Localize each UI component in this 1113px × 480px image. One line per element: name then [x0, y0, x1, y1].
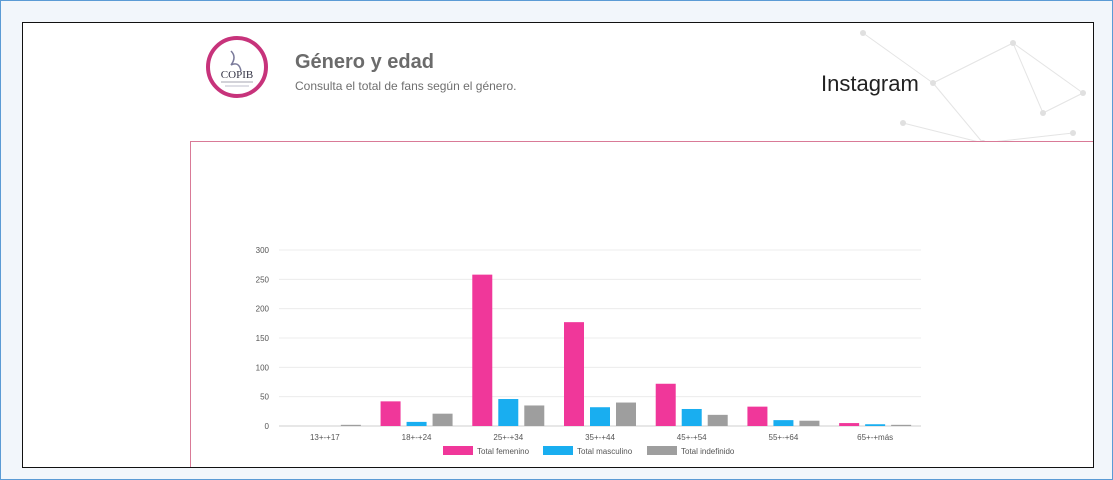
bar — [655, 383, 676, 426]
svg-text:COPIB: COPIB — [221, 69, 253, 81]
page-subtitle: Consulta el total de fans según el géner… — [295, 79, 517, 93]
x-tick-label: 65+-+más — [857, 433, 893, 442]
network-pattern — [860, 30, 1086, 146]
bar-chart: 0 50 100 150 200 250 300 13+-+17 18+-+24 25+-+34 3… — [256, 246, 921, 456]
x-tick-label: 13+-+17 — [310, 433, 340, 442]
bar — [707, 414, 728, 426]
x-tick-label: 55+-+64 — [769, 433, 799, 442]
y-tick-label: 50 — [260, 393, 269, 402]
bar — [406, 421, 427, 426]
bar — [616, 402, 636, 426]
bar — [590, 407, 610, 426]
bar — [865, 424, 886, 426]
bar — [380, 401, 401, 426]
y-tick-label: 250 — [256, 275, 270, 284]
bar — [747, 406, 768, 426]
bar — [498, 399, 519, 426]
y-tick-label: 200 — [256, 305, 270, 314]
y-tick-label: 0 — [265, 422, 270, 431]
x-tick-label: 45+-+54 — [677, 433, 707, 442]
bar — [681, 408, 702, 426]
copib-logo: COPIB — [206, 36, 268, 98]
bar — [432, 413, 453, 426]
bar — [773, 420, 794, 426]
legend-label: Total femenino — [477, 447, 530, 456]
y-tick-label: 150 — [256, 334, 270, 343]
bar — [799, 420, 820, 426]
slide-frame: COPIB Género y edad Consulta el total de… — [22, 22, 1094, 468]
legend-swatch — [647, 446, 677, 455]
bar — [340, 424, 361, 426]
bar — [891, 424, 912, 426]
bar — [472, 274, 493, 426]
bar — [839, 423, 860, 426]
legend-label: Total masculino — [577, 447, 633, 456]
page-title: Género y edad — [295, 51, 434, 73]
legend-swatch — [443, 446, 473, 455]
platform-label: Instagram — [821, 71, 919, 96]
x-tick-label: 18+-+24 — [402, 433, 432, 442]
bar — [524, 405, 545, 426]
x-tick-label: 35+-+44 — [585, 433, 615, 442]
x-tick-label: 25+-+34 — [493, 433, 523, 442]
legend-swatch — [543, 446, 573, 455]
y-tick-label: 300 — [256, 246, 270, 255]
y-tick-label: 100 — [256, 363, 270, 372]
chart-panel — [190, 141, 1093, 467]
legend-label: Total indefinido — [681, 447, 735, 456]
bar — [564, 322, 584, 426]
